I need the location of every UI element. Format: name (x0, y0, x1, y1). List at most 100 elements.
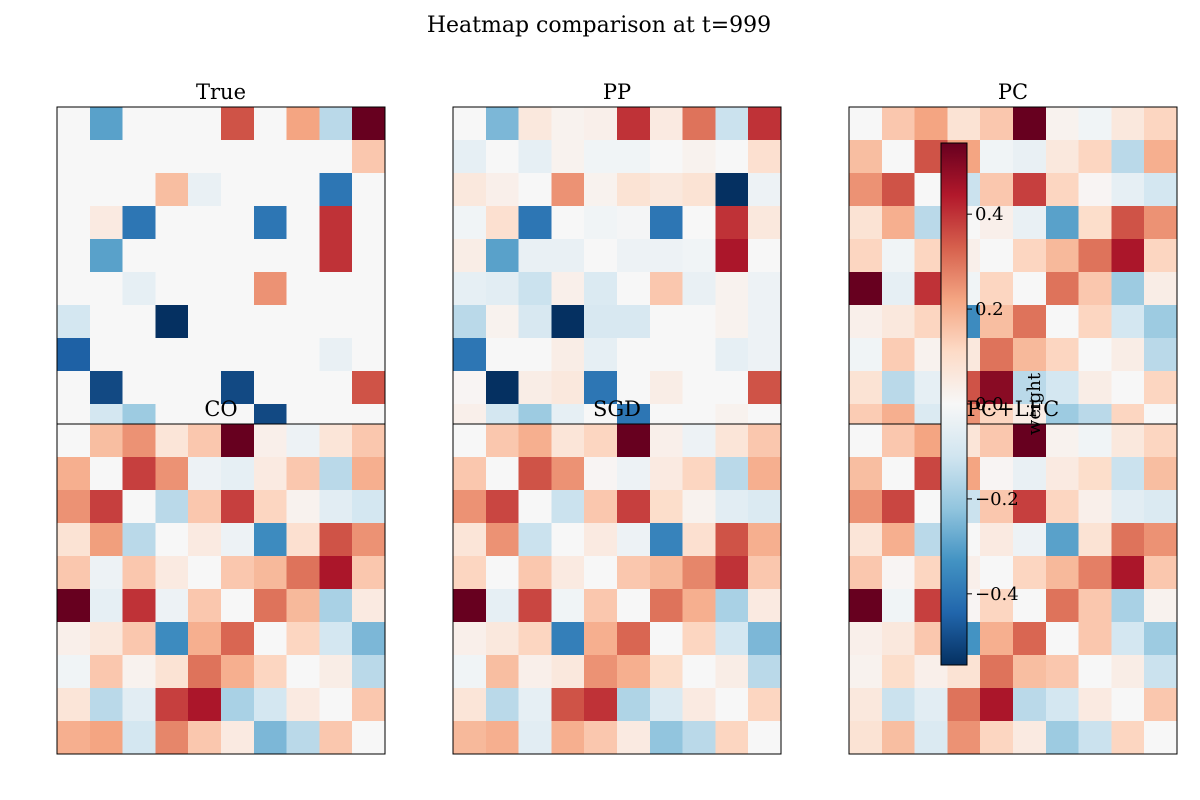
heatmap-cell (1045, 371, 1079, 405)
heatmap-cell (715, 457, 749, 491)
heatmap-cell (319, 371, 353, 405)
heatmap-cell (286, 688, 320, 722)
heatmap-cell (319, 239, 353, 273)
heatmap-cell (649, 107, 683, 141)
heatmap-cell (980, 338, 1014, 372)
heatmap-cell (1144, 721, 1178, 755)
heatmap-cell (551, 173, 585, 207)
heatmap-cell (453, 206, 487, 240)
heatmap-cell (1045, 272, 1079, 306)
heatmap-cell (352, 424, 386, 458)
heatmap-cell (221, 305, 255, 339)
heatmap-cell (485, 589, 519, 623)
heatmap-cell (947, 688, 981, 722)
heatmap-cell (980, 206, 1014, 240)
heatmap-cell (1144, 305, 1178, 339)
heatmap-cell (849, 239, 883, 273)
figure-title: Heatmap comparison at t=999 (427, 13, 771, 38)
heatmap-cell (849, 424, 883, 458)
heatmap-cell (1013, 239, 1047, 273)
heatmap-cell (1078, 239, 1112, 273)
heatmap-cell (352, 272, 386, 306)
heatmap-cell (649, 140, 683, 174)
heatmap-cell (286, 107, 320, 141)
heatmap-cell (649, 523, 683, 557)
heatmap-cell (155, 721, 189, 755)
heatmap-cell (881, 206, 915, 240)
heatmap-cell (518, 173, 552, 207)
heatmap-cell (319, 556, 353, 590)
heatmap-cell (551, 338, 585, 372)
heatmap-cell (748, 457, 782, 491)
heatmap-cell (319, 589, 353, 623)
heatmap-cell (453, 140, 487, 174)
heatmap-cell (849, 305, 883, 339)
heatmap-cell (649, 239, 683, 273)
heatmap-cell (649, 206, 683, 240)
heatmap-cell (715, 622, 749, 656)
heatmap-cell (551, 589, 585, 623)
heatmap-cell (1013, 173, 1047, 207)
heatmap-cell (485, 206, 519, 240)
heatmap-cell (485, 556, 519, 590)
heatmap-cell (1144, 490, 1178, 524)
heatmap-cell (1111, 305, 1145, 339)
heatmap-cell (57, 424, 91, 458)
heatmap-cell (188, 206, 222, 240)
heatmap-cell (748, 239, 782, 273)
heatmap-cell (1045, 140, 1079, 174)
heatmap-cell (881, 424, 915, 458)
heatmap-cell (849, 655, 883, 689)
heatmap-cell (617, 206, 651, 240)
heatmap-cell (551, 424, 585, 458)
heatmap-cell (849, 173, 883, 207)
heatmap-cell (221, 173, 255, 207)
heatmap-cell (1111, 206, 1145, 240)
heatmap-cell (221, 556, 255, 590)
heatmap-cell (649, 173, 683, 207)
heatmap-cell (715, 239, 749, 273)
heatmap-cell (715, 173, 749, 207)
heatmap-cell (485, 338, 519, 372)
heatmap-cell (649, 457, 683, 491)
heatmap-cell (881, 490, 915, 524)
heatmap-cell (1078, 206, 1112, 240)
heatmap-cell (221, 688, 255, 722)
panel-title: PP (603, 80, 631, 104)
heatmap-cell (122, 589, 156, 623)
heatmap-cell (551, 655, 585, 689)
heatmap-cell (57, 206, 91, 240)
heatmap-cell (649, 721, 683, 755)
heatmap-cell (1111, 173, 1145, 207)
heatmap-cell (518, 589, 552, 623)
heatmap-cell (551, 556, 585, 590)
heatmap-cell (122, 140, 156, 174)
heatmap-cell (286, 457, 320, 491)
heatmap-cell (122, 206, 156, 240)
heatmap-cell (221, 490, 255, 524)
heatmap-cell (89, 305, 123, 339)
heatmap-cell (352, 457, 386, 491)
heatmap-cell (89, 457, 123, 491)
heatmap-cell (221, 239, 255, 273)
heatmap-cell (188, 688, 222, 722)
heatmap-cell (122, 239, 156, 273)
heatmap-cell (89, 371, 123, 405)
heatmap-cell (748, 140, 782, 174)
heatmap-cell (453, 457, 487, 491)
panel-pc-lfc: PC+LFC (848, 397, 1178, 755)
heatmap-cell (1111, 490, 1145, 524)
heatmap-cell (221, 272, 255, 306)
heatmap-cell (1144, 556, 1178, 590)
heatmap-cell (1045, 622, 1079, 656)
heatmap-cell (352, 206, 386, 240)
heatmap-cell (617, 338, 651, 372)
heatmap-cell (980, 589, 1014, 623)
heatmap-cell (748, 338, 782, 372)
heatmap-cell (1013, 589, 1047, 623)
colorbar: 0.4 0.2 0.0 −0.2 −0.4 weight (940, 142, 1045, 666)
heatmap-cell (715, 371, 749, 405)
heatmap-cell (980, 371, 1014, 405)
heatmap-cell (221, 424, 255, 458)
